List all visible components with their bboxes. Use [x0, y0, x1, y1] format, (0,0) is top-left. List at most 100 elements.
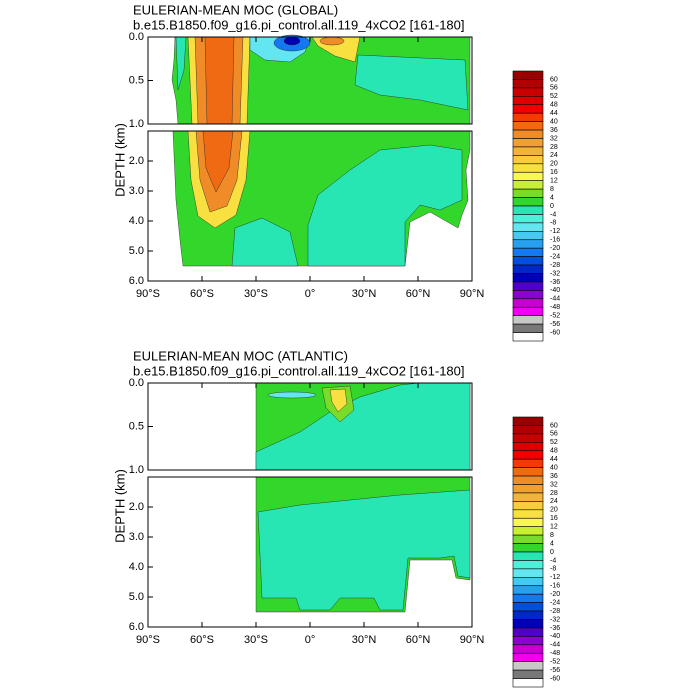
colorbar-box — [512, 205, 544, 215]
colorbar-label: 12 — [550, 178, 558, 185]
colorbar-label: -36 — [550, 279, 560, 286]
colorbar-label: -44 — [550, 296, 560, 303]
colorbar-label: -8 — [550, 220, 556, 227]
colorbar-box — [512, 526, 544, 536]
colorbar-label: 52 — [550, 439, 558, 446]
colorbar-label: 36 — [550, 473, 558, 480]
colorbar-box — [512, 475, 544, 485]
colorbar-label: -20 — [550, 245, 560, 252]
colorbar-label: 56 — [550, 431, 558, 438]
x-tick-label: 60°S — [190, 634, 214, 646]
y-tick-label: 2.0 — [129, 155, 144, 167]
colorbar-label: -20 — [550, 591, 560, 598]
colorbar-label: -28 — [550, 608, 560, 615]
x-tick-label: 90°N — [460, 288, 485, 300]
colorbar-label: -24 — [550, 599, 560, 606]
colorbar-label: 16 — [550, 169, 558, 176]
colorbar-label: 8 — [550, 532, 554, 539]
colorbar-label: 28 — [550, 144, 558, 151]
colorbar-box — [512, 138, 544, 148]
colorbar-label: -56 — [550, 667, 560, 674]
y-tick-label: 3.0 — [129, 531, 144, 543]
y-tick-label: 0.5 — [129, 74, 144, 86]
colorbar-box — [512, 560, 544, 570]
x-tick-label: 60°S — [190, 288, 214, 300]
colorbar-box — [512, 79, 544, 89]
contour-field — [171, 34, 471, 613]
colorbar-label: -24 — [550, 253, 560, 260]
colorbar-label: 44 — [550, 110, 558, 117]
colorbar-box — [512, 577, 544, 587]
x-tick-label: 60°N — [406, 288, 431, 300]
y-tick-label: 5.0 — [129, 591, 144, 603]
y-tick-label: 1.0 — [129, 118, 144, 130]
colorbar-label: 24 — [550, 498, 558, 505]
colorbar-box — [512, 332, 544, 342]
colorbar-label: 4 — [550, 194, 554, 201]
colorbar-box — [512, 602, 544, 612]
colorbar-box — [512, 543, 544, 553]
y-tick-label: 0.5 — [129, 420, 144, 432]
colorbar-box — [512, 323, 544, 333]
colorbar-box — [512, 171, 544, 181]
colorbar-label: -36 — [550, 625, 560, 632]
colorbar-label: 40 — [550, 464, 558, 471]
colorbar-label: -48 — [550, 304, 560, 311]
colorbar-box — [512, 315, 544, 325]
colorbar-label: 4 — [550, 540, 554, 547]
y-axis-label: DEPTH (km) — [112, 123, 127, 197]
x-tick-label: 30°N — [352, 288, 377, 300]
colorbar-box — [512, 450, 544, 460]
colorbar-label: 20 — [550, 507, 558, 514]
colorbar-box — [512, 610, 544, 620]
colorbar-label: 24 — [550, 152, 558, 159]
colorbar-label: -8 — [550, 566, 556, 573]
colorbar-box — [512, 273, 544, 283]
x-tick-label: 30°S — [244, 288, 268, 300]
colorbar-box — [512, 121, 544, 131]
x-tick-label: 90°S — [136, 634, 160, 646]
colorbar-label: -40 — [550, 633, 560, 640]
colorbar-label: 52 — [550, 93, 558, 100]
colorbar-label: -4 — [550, 211, 556, 218]
colorbar-label: -56 — [550, 321, 560, 328]
colorbar-box — [512, 425, 544, 435]
colorbar-label: 44 — [550, 456, 558, 463]
colorbar-label: 16 — [550, 515, 558, 522]
colorbar-box — [512, 146, 544, 156]
colorbar-box — [512, 442, 544, 452]
colorbar-box — [512, 155, 544, 165]
chart-subtitle: b.e15.B1850.f09_g16.pi_control.all.119_4… — [133, 17, 465, 32]
colorbar-label: -16 — [550, 583, 560, 590]
colorbar-box — [512, 290, 544, 300]
colorbar-box — [512, 70, 544, 80]
colorbar-box — [512, 197, 544, 207]
x-tick-label: 0° — [305, 634, 316, 646]
colorbar-box — [512, 501, 544, 511]
colorbar-box — [512, 458, 544, 468]
colorbar-box — [512, 256, 544, 266]
colorbar-box — [512, 163, 544, 173]
colorbar-box — [512, 568, 544, 578]
colorbar-box — [512, 484, 544, 494]
colorbar-label: 32 — [550, 135, 558, 142]
colorbar-box — [512, 467, 544, 477]
colorbar-label: 60 — [550, 76, 558, 83]
colorbar-box — [512, 492, 544, 502]
x-tick-label: 30°S — [244, 634, 268, 646]
colorbar-box — [512, 112, 544, 122]
colorbar-box — [512, 636, 544, 646]
colorbar-box — [512, 222, 544, 232]
colorbar-box — [512, 188, 544, 198]
colorbar-box — [512, 669, 544, 679]
colorbar-label: 28 — [550, 490, 558, 497]
colorbar-box — [512, 652, 544, 662]
colorbar-box — [512, 534, 544, 544]
colorbar-box — [512, 585, 544, 595]
colorbar-label: 8 — [550, 186, 554, 193]
x-tick-label: 60°N — [406, 634, 431, 646]
colorbar-box — [512, 644, 544, 654]
y-tick-label: 2.0 — [129, 501, 144, 513]
colorbar-label: 60 — [550, 422, 558, 429]
colorbar-box — [512, 416, 544, 426]
